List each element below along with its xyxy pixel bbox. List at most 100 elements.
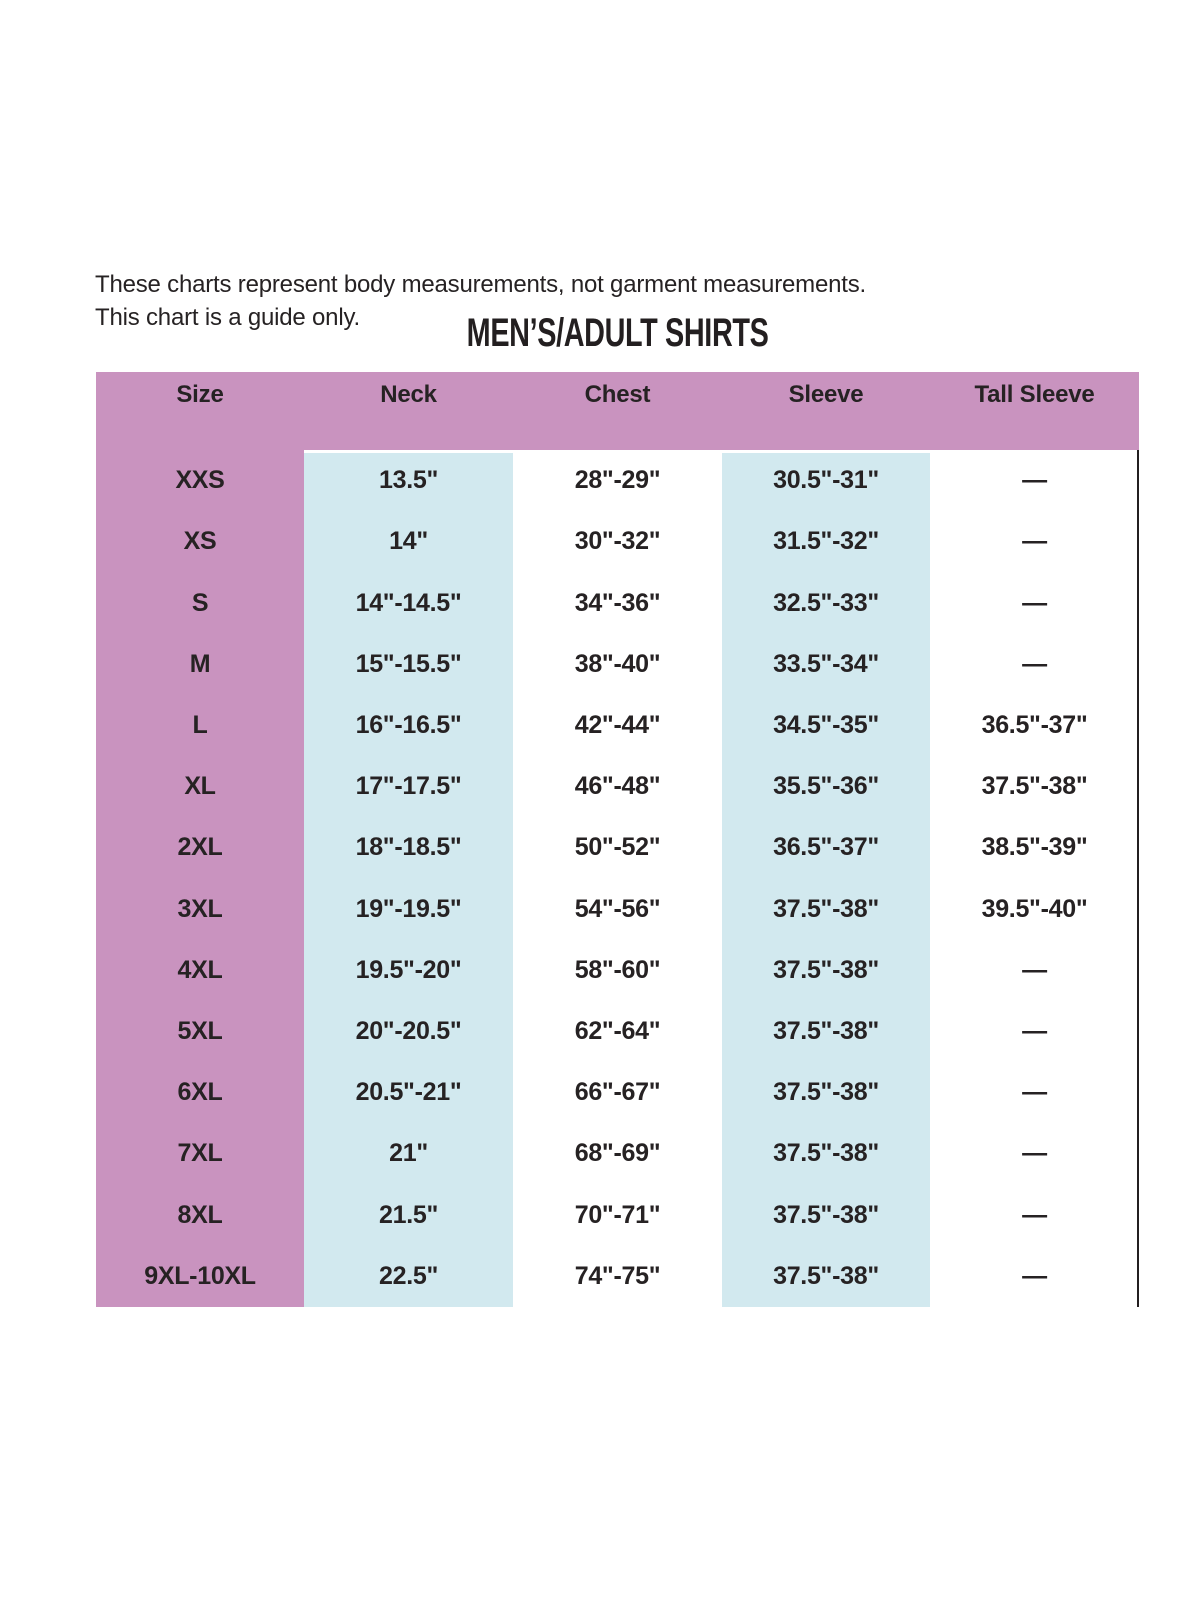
size-cell: 2XL bbox=[177, 833, 223, 862]
table-row: XXS 13.5" 28"-29" 30.5"-31" — bbox=[96, 450, 1139, 511]
sleeve-column-band bbox=[722, 453, 930, 1307]
column-header-chest: Chest bbox=[584, 381, 651, 408]
neck-cell: 15"-15.5" bbox=[355, 649, 462, 678]
table-row: 4XL 19.5"-20" 58"-60" 37.5"-38" — bbox=[96, 940, 1139, 1001]
table-right-border bbox=[1137, 450, 1139, 1307]
sleeve-cell: 36.5"-37" bbox=[773, 833, 879, 862]
neck-column-band bbox=[304, 453, 513, 1307]
column-header-size: Size bbox=[176, 381, 224, 408]
sleeve-cell: 37.5"-38" bbox=[773, 1139, 879, 1168]
tall-sleeve-cell: 38.5"-39" bbox=[981, 833, 1088, 862]
table-row: 6XL 20.5"-21" 66"-67" 37.5"-38" — bbox=[96, 1062, 1139, 1123]
tall-sleeve-cell: — bbox=[1022, 1261, 1047, 1290]
size-cell: 9XL-10XL bbox=[144, 1261, 256, 1290]
neck-cell: 18"-18.5" bbox=[355, 833, 462, 862]
sleeve-cell: 31.5"-32" bbox=[773, 527, 879, 556]
neck-cell: 14"-14.5" bbox=[355, 588, 462, 617]
chest-cell: 28"-29" bbox=[574, 466, 661, 495]
size-cell: XXS bbox=[175, 466, 225, 495]
table-row: 8XL 21.5" 70"-71" 37.5"-38" — bbox=[96, 1185, 1139, 1246]
size-cell: 3XL bbox=[177, 894, 223, 923]
chest-cell: 50"-52" bbox=[574, 833, 661, 862]
tall-sleeve-cell: 36.5"-37" bbox=[981, 710, 1088, 739]
sleeve-cell: 37.5"-38" bbox=[773, 955, 879, 984]
sleeve-cell: 37.5"-38" bbox=[773, 1261, 879, 1290]
table-row: L 16"-16.5" 42"-44" 34.5"-35" 36.5"-37" bbox=[96, 695, 1139, 756]
size-cell: 7XL bbox=[177, 1139, 223, 1168]
chart-title-text: MEN’S/ADULT SHIRTS bbox=[466, 311, 769, 355]
column-header-neck: Neck bbox=[380, 381, 437, 408]
chest-cell: 68"-69" bbox=[574, 1139, 661, 1168]
sleeve-cell: 35.5"-36" bbox=[773, 772, 879, 801]
tall-sleeve-cell: — bbox=[1022, 527, 1047, 556]
sleeve-cell: 33.5"-34" bbox=[773, 649, 879, 678]
table-row: 7XL 21" 68"-69" 37.5"-38" — bbox=[96, 1123, 1139, 1184]
size-cell: 8XL bbox=[177, 1200, 223, 1229]
neck-cell: 20.5"-21" bbox=[355, 1078, 462, 1107]
table-row: XL 17"-17.5" 46"-48" 35.5"-36" 37.5"-38" bbox=[96, 756, 1139, 817]
table-row: 5XL 20"-20.5" 62"-64" 37.5"-38" — bbox=[96, 1001, 1139, 1062]
column-header-sleeve: Sleeve bbox=[788, 381, 864, 408]
chest-cell: 34"-36" bbox=[574, 588, 661, 617]
sleeve-cell: 37.5"-38" bbox=[773, 1200, 879, 1229]
tall-sleeve-cell: — bbox=[1022, 955, 1047, 984]
column-header-tall-sleeve: Tall Sleeve bbox=[974, 381, 1095, 408]
size-column-band bbox=[96, 450, 304, 1307]
tall-sleeve-cell: 37.5"-38" bbox=[981, 772, 1088, 801]
table-row: M 15"-15.5" 38"-40" 33.5"-34" — bbox=[96, 634, 1139, 695]
size-cell: S bbox=[191, 588, 209, 617]
sleeve-cell: 30.5"-31" bbox=[773, 466, 879, 495]
chest-cell: 30"-32" bbox=[574, 527, 661, 556]
chest-cell: 74"-75" bbox=[574, 1261, 661, 1290]
sleeve-cell: 37.5"-38" bbox=[773, 1017, 879, 1046]
size-cell: XL bbox=[184, 772, 216, 801]
chest-cell: 46"-48" bbox=[574, 772, 661, 801]
neck-cell: 19.5"-20" bbox=[355, 955, 462, 984]
size-table: Size Neck Chest Sleeve Tall Sleeve XXS 13… bbox=[96, 372, 1139, 1307]
chest-cell: 38"-40" bbox=[574, 649, 661, 678]
tall-sleeve-cell: — bbox=[1022, 1078, 1047, 1107]
neck-cell: 14" bbox=[389, 527, 428, 556]
neck-cell: 13.5" bbox=[378, 466, 438, 495]
tall-sleeve-cell: — bbox=[1022, 649, 1047, 678]
sleeve-cell: 37.5"-38" bbox=[773, 1078, 879, 1107]
neck-cell: 16"-16.5" bbox=[355, 710, 462, 739]
table-row: 9XL-10XL 22.5" 74"-75" 37.5"-38" — bbox=[96, 1246, 1139, 1307]
tall-sleeve-cell: — bbox=[1022, 1017, 1047, 1046]
neck-cell: 21" bbox=[389, 1139, 428, 1168]
chest-cell: 42"-44" bbox=[574, 710, 661, 739]
size-cell: M bbox=[189, 649, 211, 678]
neck-cell: 19"-19.5" bbox=[355, 894, 462, 923]
sleeve-cell: 34.5"-35" bbox=[773, 710, 879, 739]
table-row: 2XL 18"-18.5" 50"-52" 36.5"-37" 38.5"-39" bbox=[96, 817, 1139, 878]
table-header-band bbox=[96, 372, 1139, 450]
size-cell: L bbox=[192, 710, 208, 739]
neck-cell: 22.5" bbox=[378, 1261, 438, 1290]
measurement-note: These charts represent body measurements… bbox=[95, 268, 866, 334]
neck-cell: 17"-17.5" bbox=[355, 772, 462, 801]
size-cell: 5XL bbox=[177, 1017, 223, 1046]
neck-cell: 21.5" bbox=[378, 1200, 438, 1229]
table-row: S 14"-14.5" 34"-36" 32.5"-33" — bbox=[96, 572, 1139, 633]
table-header-row: Size Neck Chest Sleeve Tall Sleeve bbox=[96, 372, 1139, 450]
size-cell: 4XL bbox=[177, 955, 223, 984]
table-row: XS 14" 30"-32" 31.5"-32" — bbox=[96, 511, 1139, 572]
tall-sleeve-cell: — bbox=[1022, 1200, 1047, 1229]
chest-cell: 54"-56" bbox=[574, 894, 661, 923]
table-row: 3XL 19"-19.5" 54"-56" 37.5"-38" 39.5"-40" bbox=[96, 879, 1139, 940]
size-cell: XS bbox=[183, 527, 217, 556]
chest-cell: 58"-60" bbox=[574, 955, 661, 984]
sleeve-cell: 32.5"-33" bbox=[773, 588, 879, 617]
tall-sleeve-cell: — bbox=[1022, 466, 1047, 495]
sleeve-cell: 37.5"-38" bbox=[773, 894, 879, 923]
size-cell: 6XL bbox=[177, 1078, 223, 1107]
chest-cell: 70"-71" bbox=[574, 1200, 661, 1229]
chest-cell: 66"-67" bbox=[574, 1078, 661, 1107]
neck-cell: 20"-20.5" bbox=[355, 1017, 462, 1046]
tall-sleeve-cell: — bbox=[1022, 1139, 1047, 1168]
table-body: XXS 13.5" 28"-29" 30.5"-31" — XS 14" 30"-32" 31.… bbox=[96, 450, 1139, 1307]
chart-title: MEN’S/ADULT SHIRTS bbox=[96, 310, 1139, 356]
tall-sleeve-cell: 39.5"-40" bbox=[981, 894, 1088, 923]
tall-sleeve-cell: — bbox=[1022, 588, 1047, 617]
